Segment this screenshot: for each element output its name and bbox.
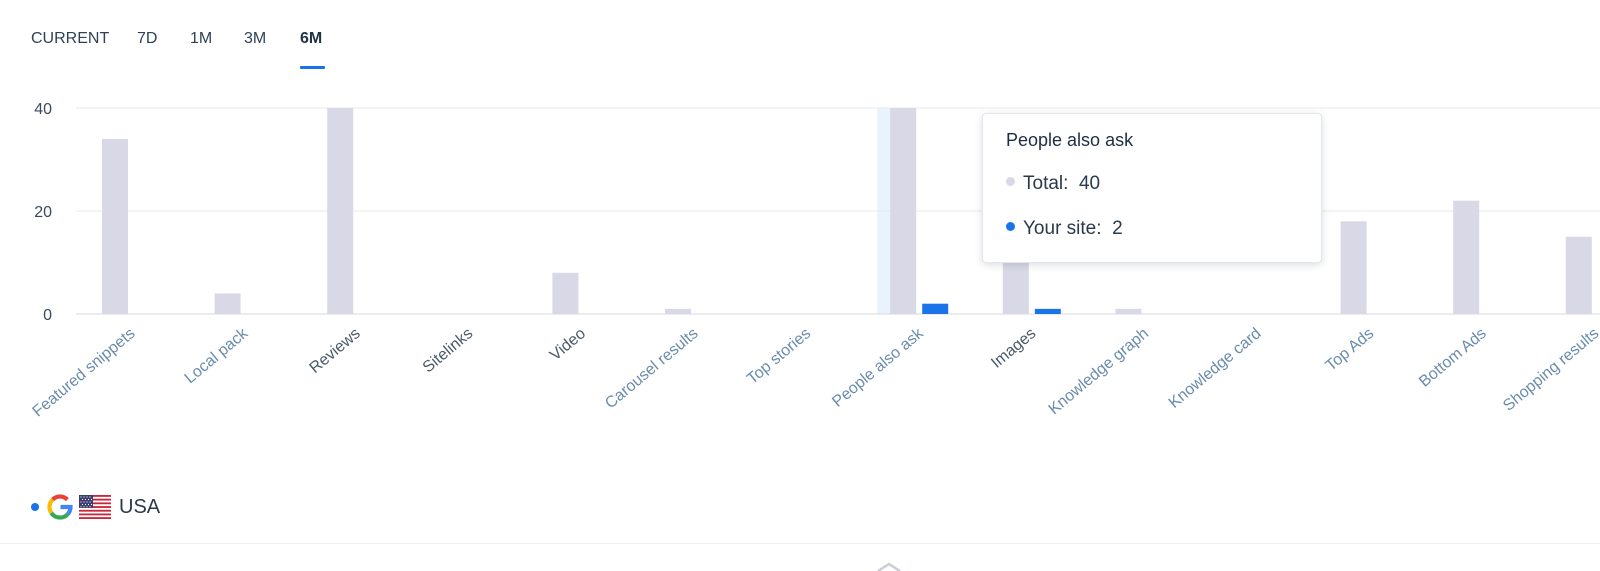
x-category-label-12: Bottom Ads (1416, 325, 1490, 391)
tab-7d[interactable]: 7D (137, 30, 158, 47)
serp-features-bar-chart: 0 20 40 Featured snippets Local pack Reviews S… (30, 101, 1600, 420)
tooltip-your-site-dot (1006, 222, 1015, 232)
bar-total-11 (1340, 221, 1367, 314)
legend-series-dot (31, 503, 39, 511)
x-category-label-10: Knowledge card (1166, 325, 1265, 412)
bar-total-9 (1115, 308, 1142, 314)
section-divider (0, 543, 1600, 544)
bar-total-13 (1565, 236, 1592, 314)
chart-tooltip: People also ask Total: 40 Your site: 2 (982, 113, 1322, 263)
x-category-label-11: Top Ads (1323, 325, 1378, 375)
bar-your-site-7 (922, 303, 949, 314)
bar-total-7 (890, 108, 917, 314)
tooltip-your-site-value: 2 (1112, 218, 1123, 239)
x-category-label-4: Video (547, 325, 589, 364)
tooltip-your-site-label: Your site: (1023, 218, 1102, 239)
tooltip-total-label: Total: (1023, 173, 1069, 194)
tab-3m[interactable]: 3M (244, 30, 267, 47)
google-g-icon (47, 494, 73, 520)
tooltip-total-value: 40 (1078, 173, 1101, 194)
tooltip-total-dot (1006, 177, 1015, 187)
x-category-label-7: People also ask (829, 324, 927, 410)
x-category-label-6: Top stories (744, 325, 814, 388)
x-category-label-0: Featured snippets (30, 325, 139, 420)
legend-country: USA (119, 495, 161, 518)
y-tick-label-20: 20 (34, 204, 52, 221)
tooltip-row-total: Total: 40 (1006, 173, 1100, 195)
x-category-label-9: Knowledge graph (1046, 325, 1152, 418)
chevron-up-icon[interactable] (876, 562, 902, 571)
x-category-label-5: Carousel results (602, 325, 701, 412)
y-tick-label-0: 0 (43, 307, 52, 324)
bar-total-1 (214, 293, 241, 314)
bar-total-2 (327, 108, 354, 314)
x-category-label-1: Local pack (182, 324, 252, 387)
x-category-label-13: Shopping results (1500, 325, 1600, 415)
tooltip-row-your-site: Your site: 2 (1006, 218, 1123, 240)
y-tick-label-40: 40 (34, 101, 52, 118)
x-category-label-8: Images (988, 325, 1039, 372)
x-category-label-2: Reviews (307, 325, 364, 377)
tooltip-title: People also ask (1006, 130, 1134, 150)
tab-1m[interactable]: 1M (190, 30, 213, 47)
bar-total-12 (1453, 200, 1480, 314)
bar-total-0 (102, 138, 128, 314)
x-category-label-3: Sitelinks (420, 325, 477, 376)
tab-6m[interactable]: 6M (300, 30, 323, 47)
bar-total-5 (665, 308, 691, 314)
bar-total-4 (552, 272, 579, 314)
active-tab-indicator (300, 66, 325, 69)
tab-current[interactable]: CURRENT (31, 30, 110, 47)
chart-legend: USA (31, 493, 160, 521)
us-flag-icon (79, 495, 111, 519)
bar-your-site-8 (1034, 308, 1061, 314)
